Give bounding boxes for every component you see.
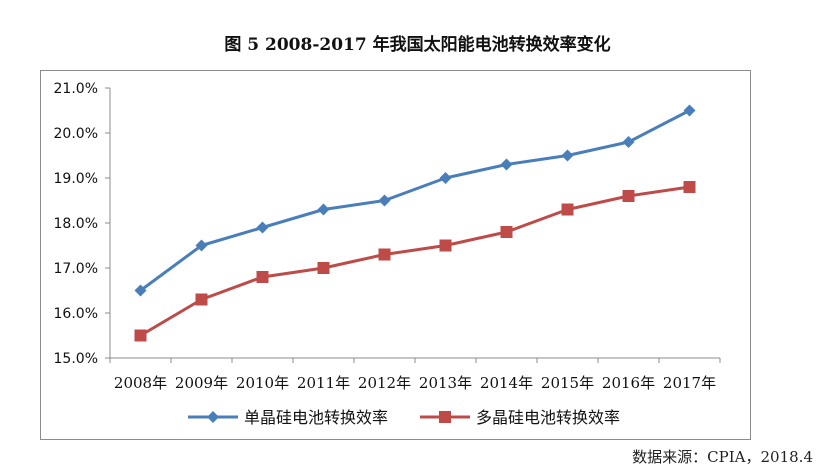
data-point-series-1 bbox=[317, 203, 330, 216]
x-tick-label: 2013年 bbox=[419, 374, 472, 392]
series-line-1 bbox=[139, 109, 691, 292]
y-tick-label: 15.0% bbox=[54, 351, 98, 367]
data-point-series-1 bbox=[134, 284, 147, 297]
data-point-series-2 bbox=[195, 293, 208, 306]
data-point-series-2 bbox=[500, 226, 513, 238]
y-tick-label: 19.0% bbox=[54, 171, 98, 187]
x-tick-label: 2008年 bbox=[114, 374, 167, 392]
x-tick-label: 2017年 bbox=[663, 374, 716, 392]
data-point-series-1 bbox=[622, 136, 635, 148]
data-point-series-2 bbox=[378, 248, 391, 261]
data-point-series-1 bbox=[378, 194, 391, 207]
x-tick-label: 2015年 bbox=[541, 374, 594, 392]
legend-label-1: 单晶硅电池转换效率 bbox=[244, 408, 388, 427]
data-point-series-1 bbox=[439, 172, 452, 184]
data-point-series-1 bbox=[195, 239, 208, 252]
chart-title: 图 5 2008-2017 年我国太阳能电池转换效率变化 bbox=[224, 35, 611, 55]
x-tick-label: 2011年 bbox=[297, 374, 350, 392]
data-point-series-2 bbox=[134, 329, 147, 342]
data-point-series-1 bbox=[561, 149, 574, 162]
data-point-series-2 bbox=[439, 239, 452, 252]
source-note: 数据来源：CPIA，2018.4 bbox=[632, 448, 813, 466]
data-point-series-2 bbox=[561, 203, 574, 216]
series-line-2 bbox=[139, 185, 690, 337]
legend-marker-2 bbox=[439, 411, 451, 423]
data-point-series-2 bbox=[622, 190, 635, 202]
x-tick-label: 2014年 bbox=[480, 374, 533, 392]
chart-frame bbox=[40, 70, 751, 440]
x-tick-label: 2009年 bbox=[175, 374, 228, 392]
x-tick-label: 2010年 bbox=[236, 374, 289, 392]
y-tick-label: 18.0% bbox=[54, 216, 98, 232]
data-point-series-1 bbox=[256, 221, 269, 234]
y-tick-label: 21.0% bbox=[54, 81, 98, 97]
data-point-series-2 bbox=[256, 271, 269, 283]
y-tick-label: 20.0% bbox=[54, 126, 98, 142]
legend-label-2: 多晶硅电池转换效率 bbox=[476, 408, 620, 427]
data-point-series-1 bbox=[683, 104, 696, 117]
data-point-series-2 bbox=[317, 262, 330, 274]
y-tick-label: 17.0% bbox=[54, 261, 98, 277]
data-point-series-1 bbox=[500, 158, 513, 171]
x-tick-label: 2012年 bbox=[358, 374, 411, 392]
legend-marker-1 bbox=[207, 411, 219, 423]
x-tick-label: 2016年 bbox=[602, 374, 655, 392]
y-tick-label: 16.0% bbox=[54, 306, 98, 322]
data-point-series-2 bbox=[683, 181, 696, 193]
